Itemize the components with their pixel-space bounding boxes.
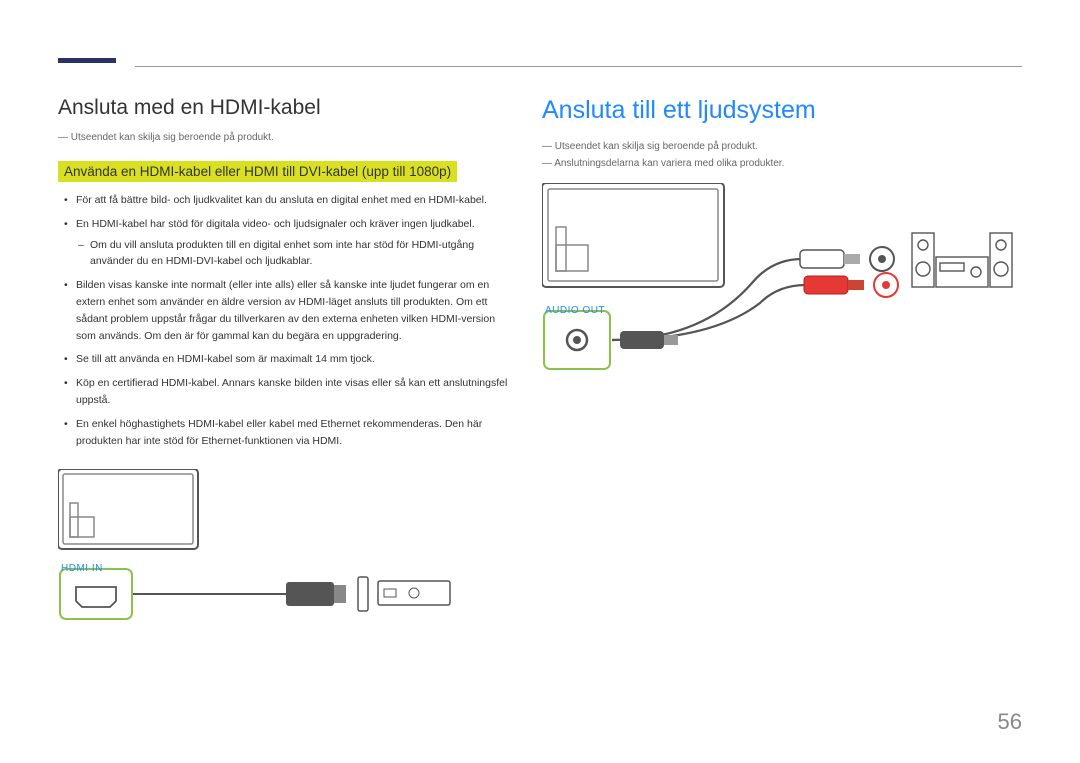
bullet-item: För att få bättre bild- och ljudkvalitet…	[58, 192, 512, 209]
bullet-text: För att få bättre bild- och ljudkvalitet…	[76, 194, 487, 206]
audio-out-label: AUDIO OUT	[545, 305, 605, 316]
sub-bullet-item: Om du vill ansluta produkten till en dig…	[76, 237, 512, 271]
left-column: Ansluta med en HDMI-kabel Utseendet kan …	[58, 96, 512, 644]
bullet-item: En enkel höghastighets HDMI-kabel eller …	[58, 416, 512, 450]
audio-diagram: AUDIO OUT	[542, 183, 1022, 388]
sub-bullets: Om du vill ansluta produkten till en dig…	[76, 237, 512, 271]
right-column: Ansluta till ett ljudsystem Utseendet ka…	[542, 96, 1022, 644]
hdmi-highlight: Använda en HDMI-kabel eller HDMI till DV…	[58, 161, 457, 182]
hdmi-in-label: HDMI IN	[61, 563, 103, 574]
bullet-item: Bilden visas kanske inte normalt (eller …	[58, 277, 512, 344]
hdmi-heading: Ansluta med en HDMI-kabel	[58, 96, 512, 120]
audio-heading: Ansluta till ett ljudsystem	[542, 96, 1022, 125]
header-rule	[135, 66, 1022, 67]
hdmi-diagram: HDMI IN	[58, 469, 512, 644]
bullet-item: En HDMI-kabel har stöd för digitala vide…	[58, 216, 512, 270]
hdmi-bullets: För att få bättre bild- och ljudkvalitet…	[58, 192, 512, 449]
audio-note-1: Utseendet kan skilja sig beroende på pro…	[542, 141, 1022, 152]
bullet-text: En HDMI-kabel har stöd för digitala vide…	[76, 218, 475, 230]
bullet-item: Se till att använda en HDMI-kabel som är…	[58, 351, 512, 368]
page-number: 56	[998, 709, 1022, 735]
hdmi-note: Utseendet kan skilja sig beroende på pro…	[58, 132, 512, 143]
header-accent-bar	[58, 58, 116, 63]
audio-note-2: Anslutningsdelarna kan variera med olika…	[542, 158, 1022, 169]
content-columns: Ansluta med en HDMI-kabel Utseendet kan …	[58, 96, 1022, 644]
bullet-item: Köp en certifierad HDMI-kabel. Annars ka…	[58, 375, 512, 409]
